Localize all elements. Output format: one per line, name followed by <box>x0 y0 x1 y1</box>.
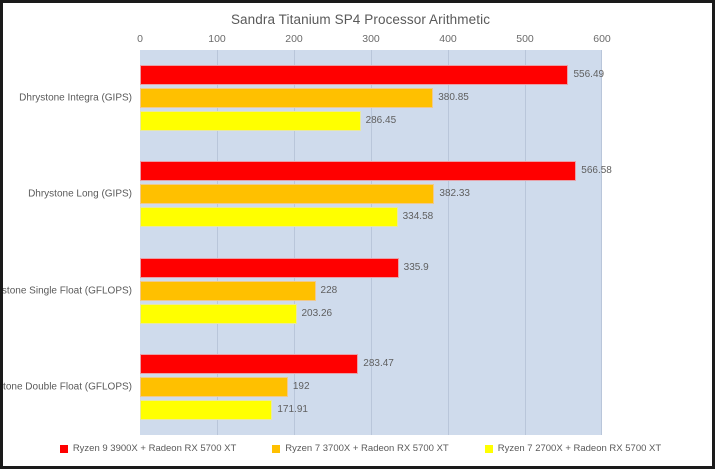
category-label-2: Whetstone Single Float (GFLOPS) <box>1 284 132 296</box>
plot-area: 556.49 380.85 286.45 566.58 382.33 334.58 335.… <box>140 50 612 435</box>
bar-value-series2-cat3: 171.91 <box>277 403 308 415</box>
x-tick-label-6: 600 <box>593 33 611 45</box>
legend-swatch-icon-0 <box>59 444 68 453</box>
x-tick-label-2: 200 <box>285 33 303 45</box>
gridline-300 <box>371 50 372 435</box>
plot-wrapper: 556.49 380.85 286.45 566.58 382.33 334.58 335.… <box>140 50 612 435</box>
gridline-100 <box>217 50 218 435</box>
bar-value-series1-cat0: 380.85 <box>438 92 469 104</box>
category-label-0: Dhrystone Integra (GIPS) <box>19 92 132 104</box>
bar-value-series0-cat1: 566.58 <box>581 165 612 177</box>
legend-item-2[interactable]: Ryzen 7 2700X + Radeon RX 5700 XT <box>484 443 662 454</box>
legend-item-1[interactable]: Ryzen 7 3700X + Radeon RX 5700 XT <box>272 443 449 454</box>
category-axis-labels: Dhrystone Integra (GIPS) Dhrystone Long (… <box>3 50 136 435</box>
bar-series2-cat1 <box>140 207 398 228</box>
gridline-200 <box>294 50 295 435</box>
chart-legend: Ryzen 9 3900X + Radeon RX 5700 XT Ryzen 7… <box>3 443 712 454</box>
legend-label-1: Ryzen 7 3700X + Radeon RX 5700 XT <box>285 443 449 454</box>
bar-value-series1-cat1: 382.33 <box>439 188 470 200</box>
bar-series0-cat0 <box>140 65 569 86</box>
category-label-3: Whetstone Double Float (GFLOPS) <box>0 381 132 393</box>
gridline-400 <box>448 50 449 435</box>
bar-series2-cat2 <box>140 303 297 324</box>
bar-series2-cat3 <box>140 399 273 420</box>
bar-series2-cat0 <box>140 111 361 132</box>
x-tick-label-1: 100 <box>208 33 226 45</box>
gridline-500 <box>525 50 526 435</box>
legend-label-2: Ryzen 7 2700X + Radeon RX 5700 XT <box>497 443 662 454</box>
x-tick-label-3: 300 <box>362 33 380 45</box>
bar-series0-cat1 <box>140 161 577 182</box>
legend-swatch-icon-2 <box>484 444 493 453</box>
bar-value-series0-cat2: 335.9 <box>403 261 429 273</box>
x-axis-tick-labels: 0 100 200 300 400 500 600 <box>137 33 611 47</box>
legend-item-0[interactable]: Ryzen 9 3900X + Radeon RX 5700 XT <box>59 443 237 454</box>
bar-value-series2-cat1: 334.58 <box>402 211 434 223</box>
bar-value-series0-cat0: 556.49 <box>573 69 605 81</box>
x-tick-label-5: 500 <box>516 33 534 45</box>
x-tick-label-4: 400 <box>439 33 457 45</box>
bar-value-series2-cat2: 203.26 <box>301 307 333 319</box>
bar-series1-cat3 <box>140 376 288 397</box>
bar-series0-cat3 <box>140 353 359 374</box>
bar-series0-cat2 <box>140 257 399 278</box>
bar-value-series2-cat0: 286.45 <box>365 115 397 127</box>
legend-label-0: Ryzen 9 3900X + Radeon RX 5700 XT <box>72 443 237 454</box>
category-label-1: Dhrystone Long (GIPS) <box>28 188 132 200</box>
bar-value-series1-cat3: 192 <box>292 380 310 392</box>
bar-series1-cat2 <box>140 280 316 301</box>
x-tick-label-0: 0 <box>137 33 143 45</box>
bar-series1-cat0 <box>140 88 434 109</box>
bar-series1-cat1 <box>140 184 435 205</box>
bar-value-series0-cat3: 283.47 <box>363 357 394 369</box>
chart-title: Sandra Titanium SP4 Processor Arithmetic <box>230 12 491 27</box>
bar-value-series1-cat2: 228 <box>320 284 338 296</box>
legend-swatch-icon-1 <box>272 444 281 453</box>
